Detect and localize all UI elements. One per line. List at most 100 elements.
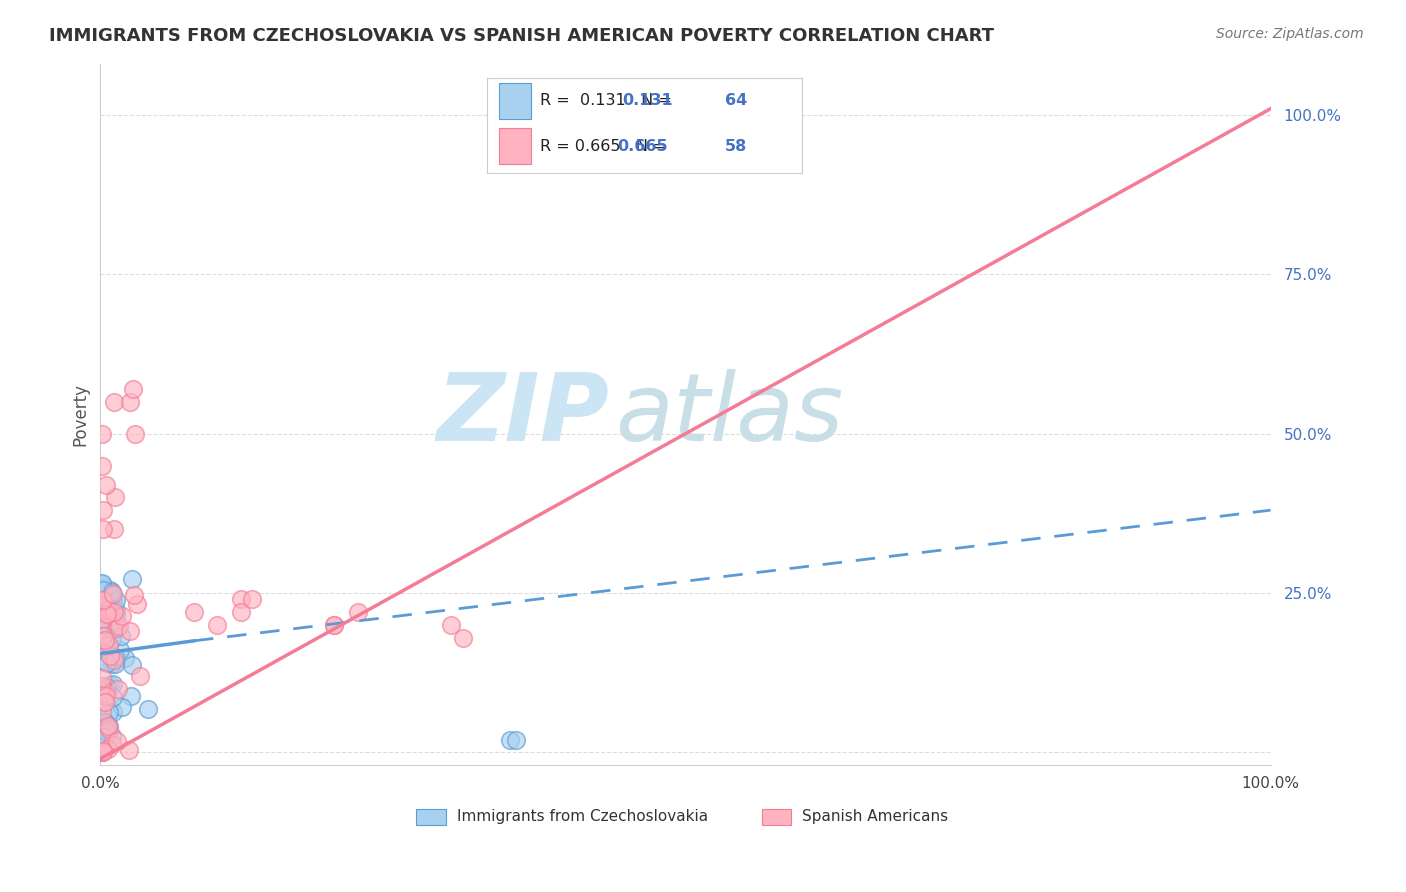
Point <box>98 582 121 597</box>
Text: ZIP: ZIP <box>436 368 609 460</box>
Point <box>101 690 124 704</box>
Point <box>98 623 121 637</box>
Point <box>440 618 463 632</box>
Point <box>499 102 522 116</box>
Point <box>100 609 122 624</box>
Point <box>90 644 112 658</box>
Point <box>97 742 120 756</box>
Point <box>103 594 125 608</box>
Point <box>91 582 114 597</box>
Point <box>90 575 112 590</box>
Point <box>91 629 114 643</box>
Point <box>98 587 121 601</box>
Point <box>107 681 129 696</box>
Point <box>90 426 112 441</box>
Point <box>93 714 115 729</box>
Point <box>104 650 127 665</box>
Point <box>91 582 114 596</box>
Point <box>96 682 118 697</box>
Point <box>118 394 141 409</box>
Point <box>90 723 112 737</box>
Point <box>96 680 118 694</box>
Point <box>93 723 115 737</box>
Point <box>90 745 112 759</box>
Point <box>91 580 114 594</box>
Point <box>97 603 120 617</box>
Point <box>94 695 117 709</box>
FancyBboxPatch shape <box>762 809 790 825</box>
Point <box>107 619 129 633</box>
Point <box>510 120 533 135</box>
Point <box>90 704 112 718</box>
Point <box>90 593 112 607</box>
Point <box>105 621 128 635</box>
Point <box>97 722 120 736</box>
Point <box>101 632 124 647</box>
Text: atlas: atlas <box>616 369 844 460</box>
Point <box>125 597 148 611</box>
Point <box>91 522 114 536</box>
Point <box>96 606 118 620</box>
Point <box>90 712 112 726</box>
Point <box>451 631 474 645</box>
Text: IMMIGRANTS FROM CZECHOSLOVAKIA VS SPANISH AMERICAN POVERTY CORRELATION CHART: IMMIGRANTS FROM CZECHOSLOVAKIA VS SPANIS… <box>49 27 994 45</box>
Point <box>90 679 112 693</box>
Point <box>323 618 346 632</box>
Point <box>91 737 114 751</box>
Point <box>121 572 143 586</box>
Point <box>90 612 112 626</box>
Point <box>111 609 134 624</box>
Point <box>120 689 142 703</box>
Point <box>90 576 112 591</box>
Point <box>505 732 527 747</box>
Point <box>242 592 264 607</box>
Point <box>94 598 117 612</box>
Point <box>93 715 115 730</box>
Point <box>110 629 132 643</box>
Point <box>124 426 146 441</box>
Point <box>96 685 118 699</box>
Point <box>98 638 121 652</box>
Point <box>122 382 145 396</box>
Point <box>122 588 145 602</box>
Point <box>90 682 112 697</box>
Point <box>103 677 125 691</box>
Point <box>96 723 118 738</box>
Point <box>91 503 114 517</box>
Point <box>101 657 124 671</box>
Point <box>118 742 141 756</box>
Point <box>101 737 124 751</box>
Point <box>90 731 112 746</box>
Point <box>97 637 120 651</box>
Point <box>229 605 252 619</box>
Point <box>96 657 118 671</box>
Text: Immigrants from Czechoslovakia: Immigrants from Czechoslovakia <box>457 809 709 824</box>
Point <box>120 624 142 639</box>
Point <box>93 744 115 758</box>
Point <box>94 632 117 647</box>
Point <box>108 643 131 657</box>
Point <box>103 522 125 536</box>
Point <box>100 729 122 743</box>
Point <box>90 616 112 631</box>
Point <box>97 705 120 719</box>
Point <box>101 587 124 601</box>
Point <box>104 657 127 671</box>
Point <box>101 705 124 719</box>
Point <box>104 593 127 607</box>
Point <box>98 678 121 692</box>
Point <box>91 608 114 623</box>
Point <box>91 726 114 740</box>
Point <box>91 593 114 607</box>
Point <box>100 604 122 618</box>
Point <box>121 657 143 672</box>
Point <box>183 605 205 619</box>
Point <box>94 656 117 670</box>
Point <box>90 458 112 473</box>
Point <box>129 669 152 683</box>
Point <box>97 719 120 733</box>
Point <box>91 745 114 759</box>
Point <box>90 671 112 685</box>
Point <box>104 491 127 505</box>
Point <box>105 734 128 748</box>
